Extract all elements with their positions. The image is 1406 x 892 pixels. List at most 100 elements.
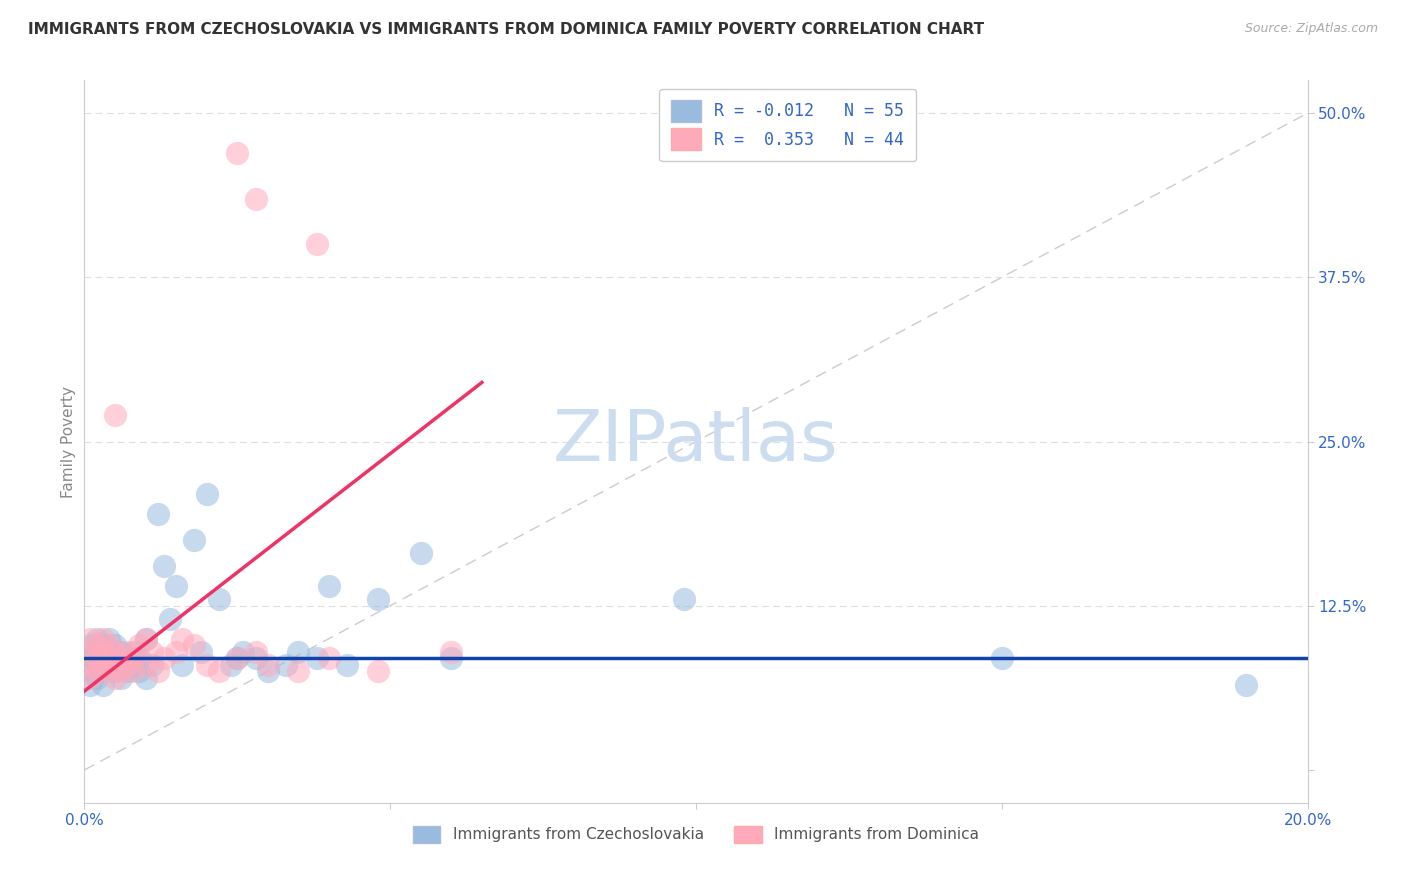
Point bbox=[305, 237, 328, 252]
Point bbox=[287, 645, 309, 659]
Point bbox=[165, 645, 187, 659]
Point bbox=[86, 657, 108, 672]
Point bbox=[257, 665, 280, 679]
Point bbox=[141, 657, 163, 672]
Point bbox=[165, 579, 187, 593]
Point bbox=[122, 651, 145, 665]
Point bbox=[153, 559, 176, 574]
Point bbox=[97, 657, 120, 672]
Point bbox=[195, 487, 218, 501]
Point bbox=[226, 651, 249, 665]
Point bbox=[79, 657, 101, 672]
Point bbox=[104, 665, 127, 679]
Point bbox=[440, 645, 463, 659]
Text: ZIPatlas: ZIPatlas bbox=[553, 407, 839, 476]
Point bbox=[86, 645, 108, 659]
Legend: Immigrants from Czechoslovakia, Immigrants from Dominica: Immigrants from Czechoslovakia, Immigran… bbox=[406, 820, 986, 849]
Point bbox=[79, 671, 101, 685]
Point bbox=[226, 651, 249, 665]
Point bbox=[305, 651, 328, 665]
Point bbox=[135, 657, 157, 672]
Point bbox=[195, 657, 218, 672]
Point bbox=[79, 632, 101, 646]
Point bbox=[110, 645, 132, 659]
Point bbox=[86, 671, 108, 685]
Point bbox=[276, 657, 298, 672]
Point bbox=[141, 645, 163, 659]
Point bbox=[97, 638, 120, 652]
Point bbox=[122, 665, 145, 679]
Point bbox=[367, 665, 389, 679]
Point bbox=[104, 671, 127, 685]
Y-axis label: Family Poverty: Family Poverty bbox=[60, 385, 76, 498]
Point bbox=[91, 657, 114, 672]
Point bbox=[1236, 677, 1258, 691]
Point bbox=[128, 665, 150, 679]
Point bbox=[146, 665, 169, 679]
Point bbox=[128, 638, 150, 652]
Point bbox=[183, 533, 205, 547]
Point bbox=[91, 677, 114, 691]
Point bbox=[86, 665, 108, 679]
Point bbox=[86, 651, 108, 665]
Point bbox=[219, 657, 242, 672]
Point bbox=[409, 546, 432, 560]
Point bbox=[115, 645, 138, 659]
Point bbox=[172, 657, 194, 672]
Point bbox=[110, 665, 132, 679]
Point bbox=[110, 651, 132, 665]
Point bbox=[97, 632, 120, 646]
Point bbox=[208, 665, 231, 679]
Point bbox=[146, 507, 169, 521]
Point bbox=[104, 657, 127, 672]
Point bbox=[232, 645, 254, 659]
Point bbox=[208, 592, 231, 607]
Point bbox=[153, 651, 176, 665]
Point bbox=[172, 632, 194, 646]
Point bbox=[190, 645, 212, 659]
Point bbox=[104, 409, 127, 423]
Point bbox=[159, 612, 181, 626]
Point bbox=[336, 657, 359, 672]
Point bbox=[122, 645, 145, 659]
Point bbox=[135, 671, 157, 685]
Point bbox=[79, 638, 101, 652]
Point bbox=[91, 638, 114, 652]
Point bbox=[135, 632, 157, 646]
Point bbox=[122, 657, 145, 672]
Point bbox=[104, 638, 127, 652]
Point bbox=[318, 651, 340, 665]
Point bbox=[226, 145, 249, 160]
Point bbox=[104, 651, 127, 665]
Point bbox=[245, 651, 267, 665]
Point bbox=[79, 645, 101, 659]
Point bbox=[115, 651, 138, 665]
Point bbox=[991, 651, 1014, 665]
Point bbox=[672, 592, 695, 607]
Point bbox=[257, 657, 280, 672]
Point bbox=[440, 651, 463, 665]
Point bbox=[97, 665, 120, 679]
Point bbox=[79, 665, 101, 679]
Point bbox=[115, 665, 138, 679]
Point bbox=[318, 579, 340, 593]
Point bbox=[79, 651, 101, 665]
Point bbox=[86, 632, 108, 646]
Point bbox=[245, 645, 267, 659]
Point bbox=[91, 651, 114, 665]
Point bbox=[183, 638, 205, 652]
Point bbox=[245, 192, 267, 206]
Point bbox=[287, 665, 309, 679]
Point bbox=[104, 645, 127, 659]
Point bbox=[367, 592, 389, 607]
Point bbox=[91, 645, 114, 659]
Point bbox=[86, 638, 108, 652]
Point bbox=[135, 632, 157, 646]
Text: IMMIGRANTS FROM CZECHOSLOVAKIA VS IMMIGRANTS FROM DOMINICA FAMILY POVERTY CORREL: IMMIGRANTS FROM CZECHOSLOVAKIA VS IMMIGR… bbox=[28, 22, 984, 37]
Point bbox=[91, 632, 114, 646]
Point bbox=[91, 665, 114, 679]
Point bbox=[79, 677, 101, 691]
Point bbox=[110, 671, 132, 685]
Point bbox=[110, 657, 132, 672]
Point bbox=[97, 645, 120, 659]
